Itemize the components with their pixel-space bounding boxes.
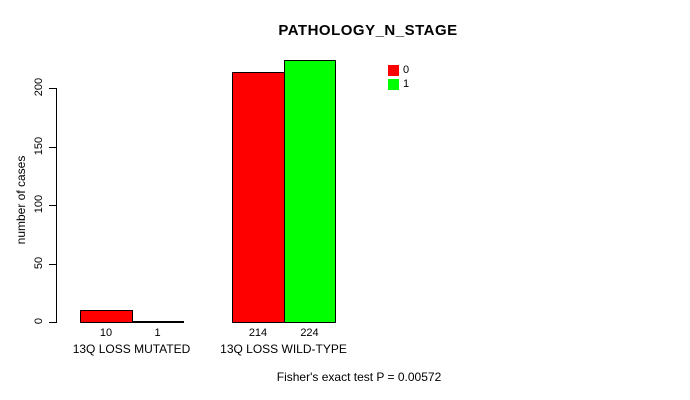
- legend-label: 0: [403, 63, 410, 76]
- y-axis-tick: [49, 322, 56, 323]
- legend-item-1: 1: [388, 77, 409, 91]
- y-axis-tick: [49, 88, 56, 90]
- y-axis-tick-label: 50: [33, 256, 45, 269]
- bar-1-2: [283, 60, 336, 323]
- y-axis-tick-label: 0: [33, 317, 45, 325]
- y-axis-tick: [49, 263, 56, 265]
- bar-value-label: 1: [154, 327, 161, 339]
- legend-swatch-icon: [388, 78, 399, 90]
- legend-item-0: 0: [388, 63, 409, 77]
- bar-0-2: [232, 72, 285, 323]
- y-axis-tick-label: 150: [33, 136, 45, 155]
- bar-value-label: 10: [99, 327, 113, 339]
- bar-value-label: 224: [300, 327, 319, 339]
- chart-title: PATHOLOGY_N_STAGE: [278, 22, 458, 39]
- x-category-label: 13Q LOSS MUTATED: [72, 342, 191, 356]
- y-axis-line: [56, 88, 57, 323]
- y-axis-tick: [49, 146, 56, 148]
- y-axis-tick: [49, 205, 56, 207]
- y-axis-label: number of cases: [14, 155, 28, 245]
- x-category-label: 13Q LOSS WILD-TYPE: [220, 342, 347, 356]
- legend-label: 1: [403, 77, 410, 90]
- legend-swatch-icon: [388, 64, 399, 76]
- bar-0-1: [80, 310, 133, 323]
- y-axis-tick-label: 200: [33, 78, 45, 97]
- y-axis-tick-label: 100: [33, 195, 45, 214]
- bar-value-label: 214: [248, 327, 268, 339]
- bar-1-1: [131, 320, 184, 323]
- fisher-test-annotation: Fisher's exact test P = 0.00572: [276, 370, 442, 384]
